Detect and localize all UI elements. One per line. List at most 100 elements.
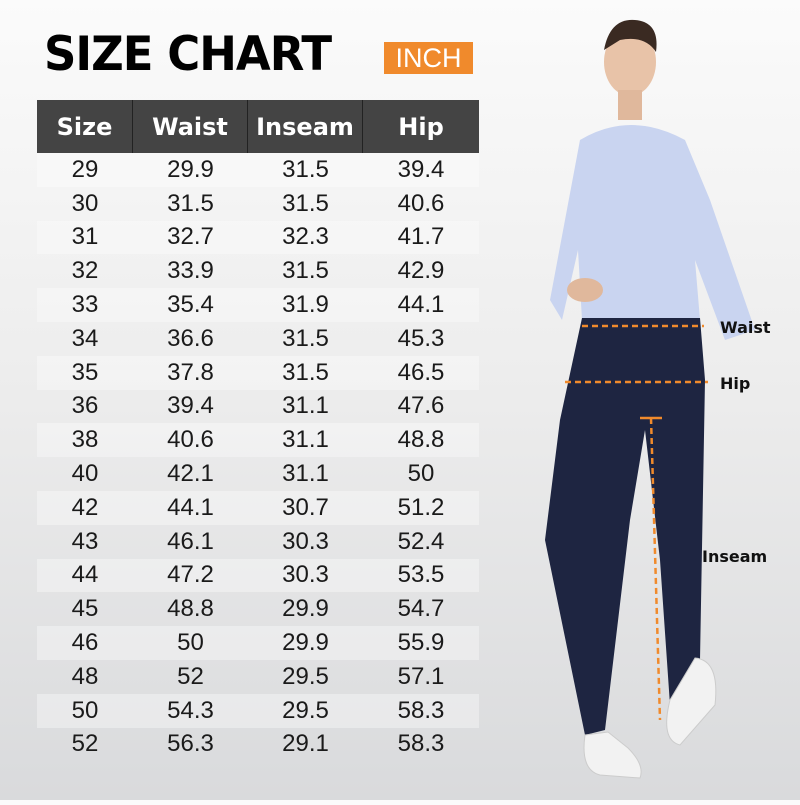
table-body: 29 29.9 31.5 39.4 30 31.5 31.5 40.6 31 32.7 32.3 41… xyxy=(37,153,479,761)
table-row: 45 48.8 29.9 54.7 xyxy=(37,592,479,626)
cell-inseam: 32.3 xyxy=(282,223,329,251)
cell-hip: 41.7 xyxy=(397,223,445,251)
table-row: 46 50 29.9 55.9 xyxy=(37,626,479,660)
table-row: 42 44.1 30.7 51.2 xyxy=(37,490,479,525)
cell-inseam: 30.3 xyxy=(282,527,329,555)
cell-waist: 42.1 xyxy=(167,460,214,488)
table-row: 43 46.1 30.3 52.4 xyxy=(37,525,479,559)
cell-size: 44 xyxy=(71,561,99,589)
cell-size: 34 xyxy=(71,324,99,352)
cell-hip: 46.5 xyxy=(397,358,445,386)
cell-hip: 55.9 xyxy=(397,629,445,657)
table-row: 35 37.8 31.5 46.5 xyxy=(37,355,479,390)
inseam-label: Inseam xyxy=(702,547,768,566)
cell-inseam: 29.9 xyxy=(282,595,329,623)
table-row: 36 39.4 31.1 47.6 xyxy=(37,390,479,424)
cell-hip: 54.7 xyxy=(397,595,445,623)
cell-inseam: 29.1 xyxy=(282,730,329,758)
table-row: 34 36.6 31.5 45.3 xyxy=(37,322,479,356)
header-waist: Waist xyxy=(133,100,248,153)
hip-label: Hip xyxy=(720,374,751,393)
cell-size: 46 xyxy=(71,629,99,657)
cell-size: 45 xyxy=(71,595,99,623)
cell-hip: 47.6 xyxy=(397,392,445,420)
unit-badge: INCH xyxy=(384,42,473,74)
cell-hip: 45.3 xyxy=(397,324,445,352)
cell-waist: 33.9 xyxy=(167,257,214,285)
cell-inseam: 29.5 xyxy=(282,662,329,690)
cell-hip: 40.6 xyxy=(397,189,445,217)
cell-waist: 35.4 xyxy=(167,291,214,319)
table-row: 40 42.1 31.1 50 xyxy=(37,457,479,491)
inseam-line xyxy=(649,417,662,721)
cell-waist: 54.3 xyxy=(167,696,214,724)
cell-waist: 37.8 xyxy=(167,358,214,386)
table-row: 31 32.7 32.3 41.7 xyxy=(37,220,479,255)
model-figure: Waist Hip Inseam xyxy=(520,0,800,800)
cell-inseam: 31.5 xyxy=(282,189,329,217)
table-row: 50 54.3 29.5 58.3 xyxy=(37,693,479,728)
cell-hip: 51.2 xyxy=(397,493,445,521)
cell-waist: 56.3 xyxy=(167,730,214,758)
table-header: Size Waist Inseam Hip xyxy=(37,100,479,153)
cell-inseam: 31.5 xyxy=(282,324,329,352)
cell-waist: 39.4 xyxy=(167,392,214,420)
cell-size: 29 xyxy=(71,155,99,183)
cell-hip: 39.4 xyxy=(397,155,445,183)
table-row: 44 47.2 30.3 53.5 xyxy=(37,558,479,593)
cell-size: 33 xyxy=(71,291,99,319)
cell-waist: 52 xyxy=(177,662,204,690)
cell-size: 32 xyxy=(71,257,99,285)
neck xyxy=(618,90,642,120)
cell-size: 42 xyxy=(71,493,99,521)
shoe-left xyxy=(583,731,642,779)
cell-hip: 53.5 xyxy=(397,561,445,589)
table-row: 29 29.9 31.5 39.4 xyxy=(37,153,479,187)
pants xyxy=(545,318,705,735)
cell-size: 30 xyxy=(71,189,99,217)
cell-inseam: 30.3 xyxy=(282,561,329,589)
cell-hip: 42.9 xyxy=(397,257,445,285)
cell-size: 50 xyxy=(71,696,99,724)
cell-hip: 44.1 xyxy=(397,291,445,319)
table-row: 38 40.6 31.1 48.8 xyxy=(37,423,479,458)
cell-hip: 58.3 xyxy=(397,730,445,758)
cell-inseam: 31.5 xyxy=(282,155,329,183)
waist-label: Waist xyxy=(720,318,771,337)
cell-hip: 48.8 xyxy=(397,426,445,454)
cell-waist: 36.6 xyxy=(167,324,214,352)
shoe-right xyxy=(666,657,717,746)
cell-hip: 50 xyxy=(407,460,435,488)
cell-inseam: 31.5 xyxy=(282,257,329,285)
table-row: 48 52 29.5 57.1 xyxy=(37,660,479,694)
header-inseam: Inseam xyxy=(248,100,363,153)
cell-waist: 40.6 xyxy=(167,426,214,454)
cell-hip: 52.4 xyxy=(397,527,445,555)
header-hip: Hip xyxy=(398,112,444,141)
cell-waist: 46.1 xyxy=(167,527,214,555)
cell-waist: 31.5 xyxy=(167,189,214,217)
cell-size: 38 xyxy=(71,426,99,454)
cell-hip: 57.1 xyxy=(397,662,445,690)
cell-waist: 44.1 xyxy=(167,493,214,521)
cell-inseam: 31.5 xyxy=(282,358,329,386)
shirt xyxy=(550,125,755,340)
cell-inseam: 29.5 xyxy=(282,696,329,724)
header-size: Size xyxy=(37,100,133,153)
cell-hip: 58.3 xyxy=(397,696,445,724)
cell-waist: 50 xyxy=(177,629,204,657)
cell-size: 36 xyxy=(71,392,99,420)
cell-size: 52 xyxy=(71,730,99,758)
size-table: Size Waist Inseam Hip 29 29.9 31.5 39.4 30 31… xyxy=(37,100,479,761)
cell-size: 35 xyxy=(71,358,99,386)
hair xyxy=(604,19,657,52)
hand xyxy=(567,278,603,302)
cell-inseam: 30.7 xyxy=(282,493,329,521)
table-row: 33 35.4 31.9 44.1 xyxy=(37,288,479,322)
model-illustration xyxy=(545,19,755,779)
table-row: 52 56.3 29.1 58.3 xyxy=(37,728,479,762)
cell-inseam: 31.1 xyxy=(282,460,329,488)
cell-size: 48 xyxy=(71,662,99,690)
cell-size: 31 xyxy=(71,223,99,251)
head xyxy=(604,28,656,96)
